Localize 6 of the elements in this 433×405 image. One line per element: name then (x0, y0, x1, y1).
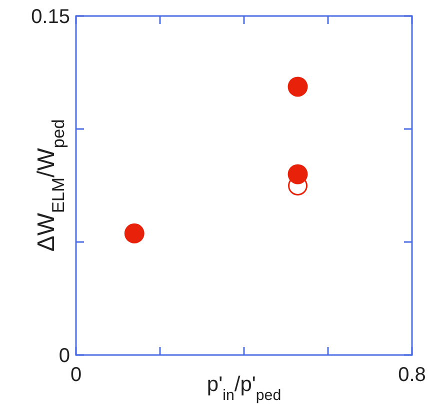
x-tick-label: 0.8 (398, 364, 426, 386)
x-axis-title: p'$_{in}$/p'$_{ped}$ (206, 373, 282, 404)
point (288, 164, 308, 184)
point (288, 76, 308, 97)
point (124, 223, 144, 244)
y-tick-label: 0.15 (31, 6, 70, 28)
